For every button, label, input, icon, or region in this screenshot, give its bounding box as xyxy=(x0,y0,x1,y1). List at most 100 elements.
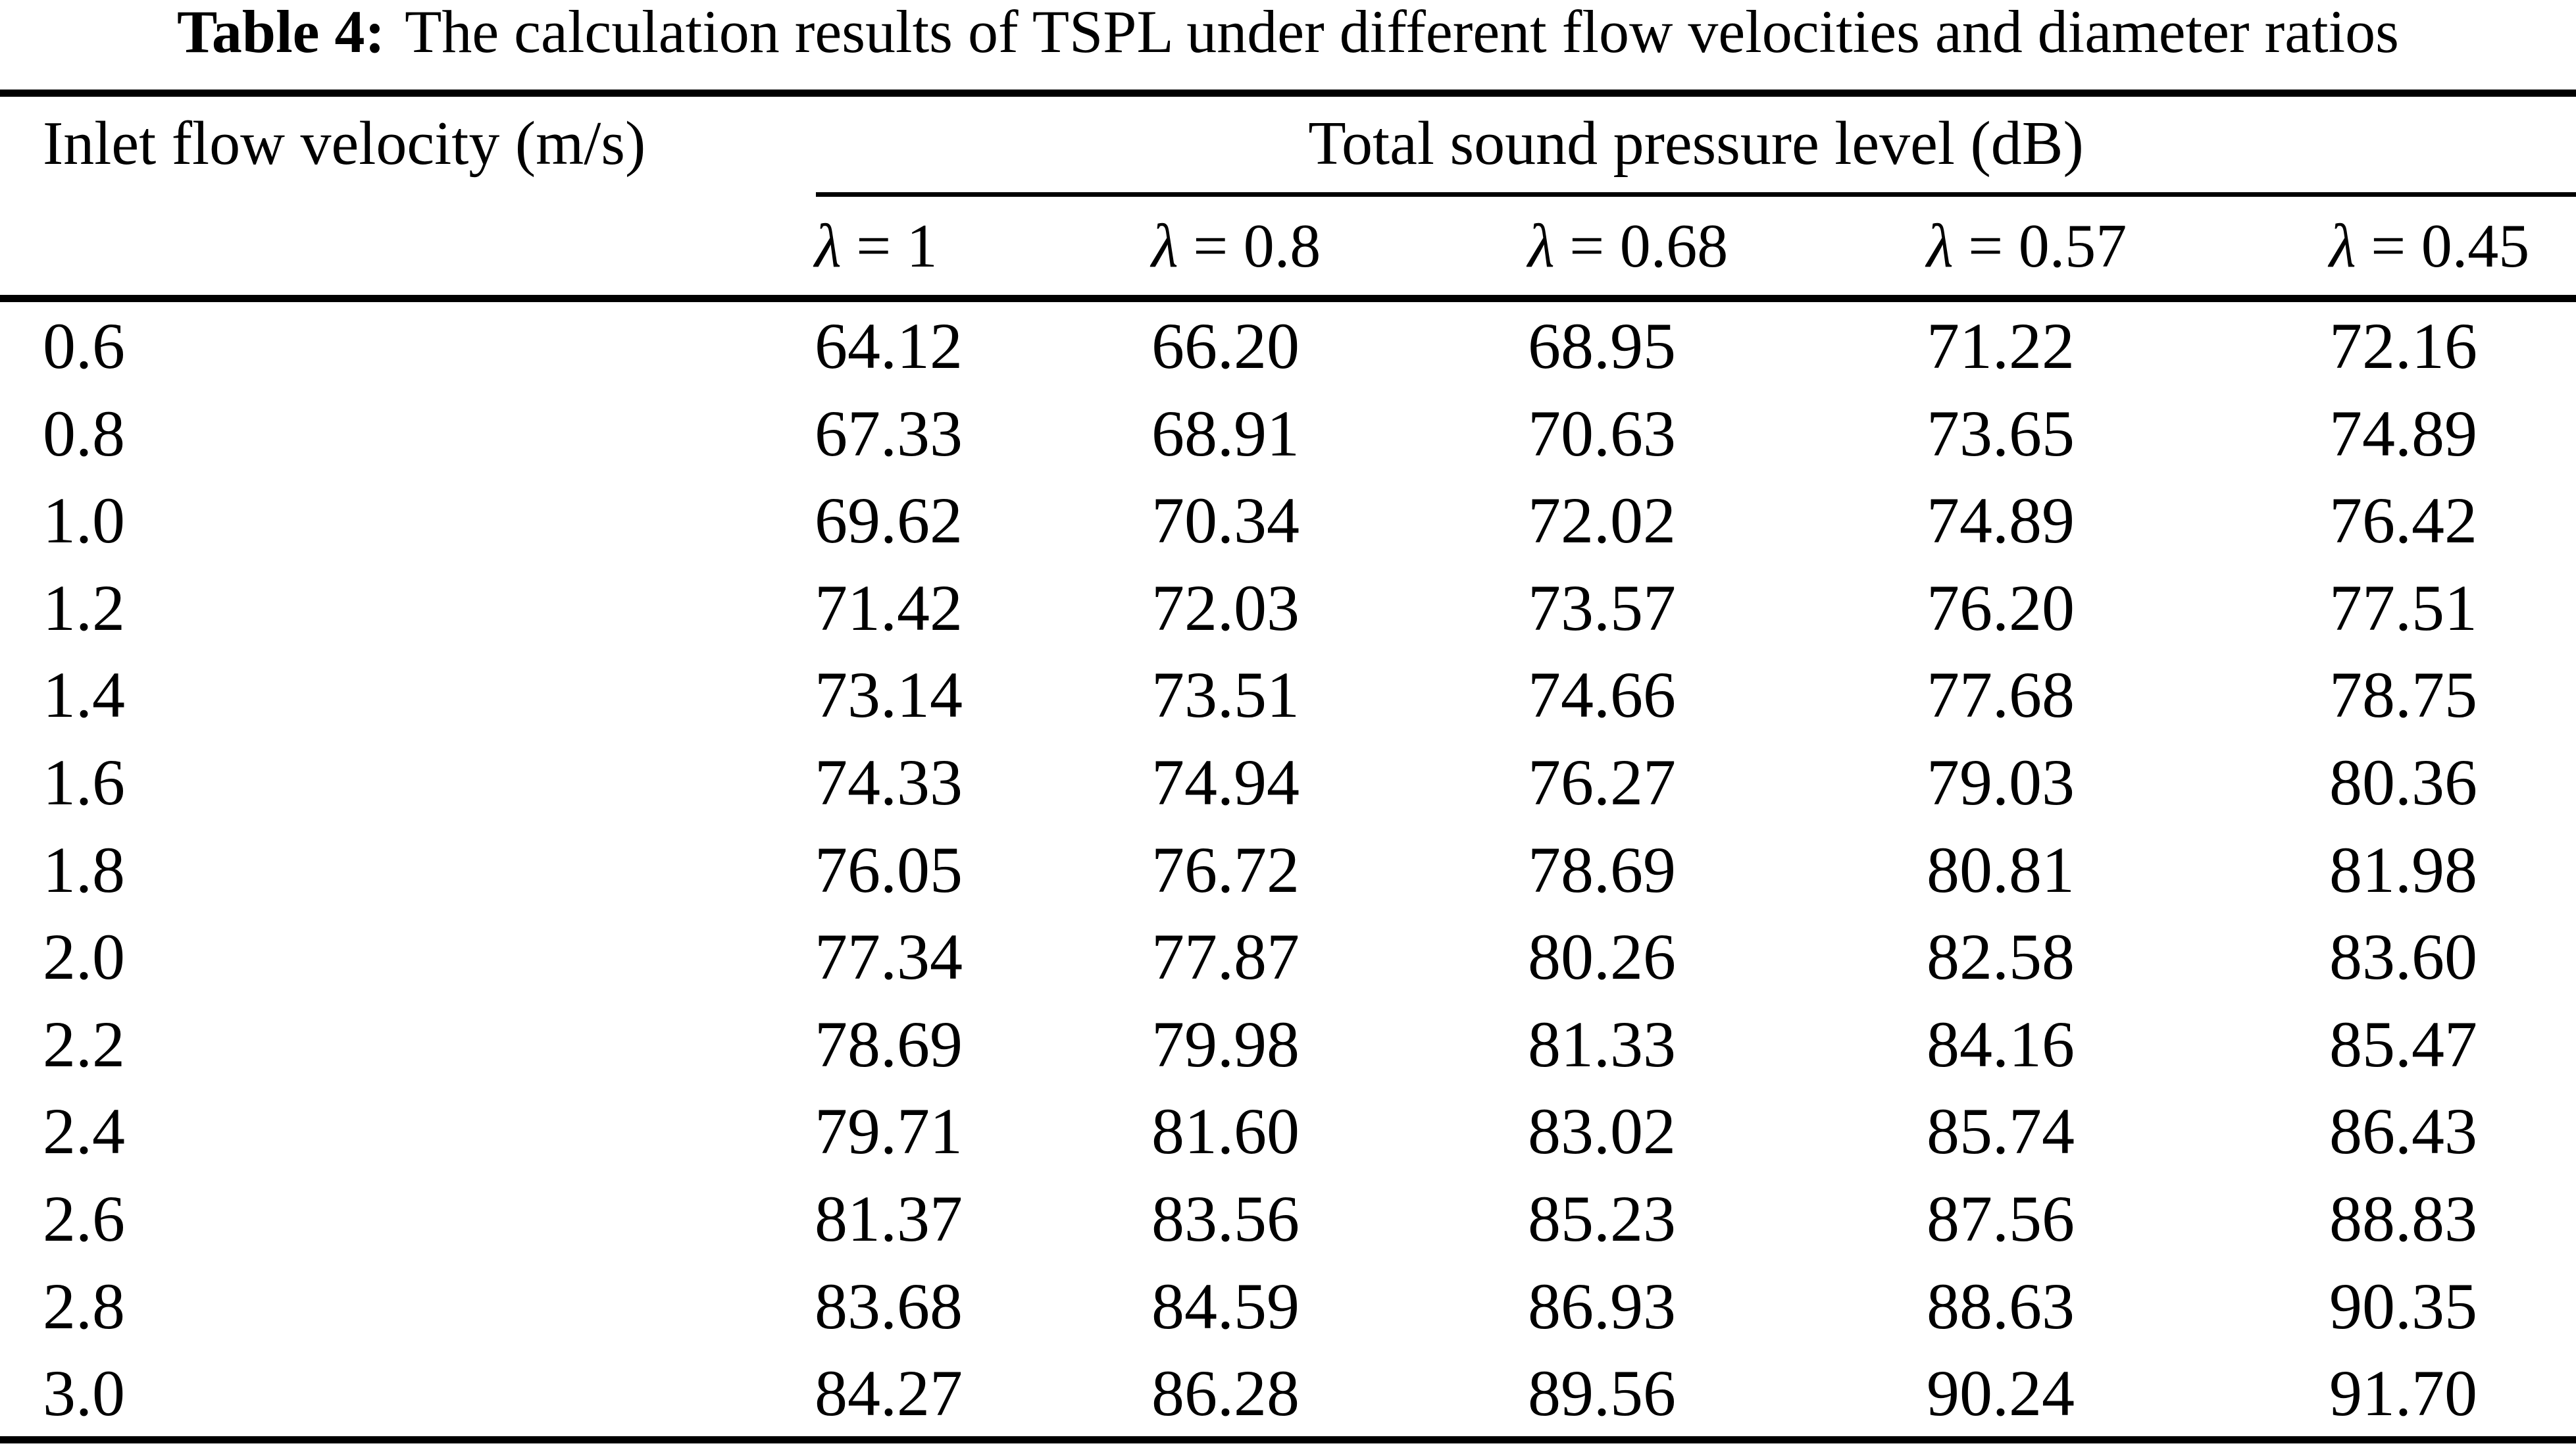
row-velocity-label: 1.8 xyxy=(43,833,125,906)
column-header-row: λ = 1 λ = 0.8 λ = 0.68 λ = 0.57 λ = 0.45 xyxy=(0,212,2576,280)
tspl-value-cell: 76.72 xyxy=(1151,833,1300,906)
top-rule xyxy=(0,90,2576,97)
tspl-value-cell: 83.68 xyxy=(815,1269,963,1343)
row-velocity-label: 1.4 xyxy=(43,658,125,732)
lambda-value: = 0.68 xyxy=(1569,212,1729,280)
row-velocity-label: 1.0 xyxy=(43,484,125,557)
tspl-value-cell: 78.69 xyxy=(815,1007,963,1081)
tspl-value-cell: 90.24 xyxy=(1927,1357,2075,1430)
tspl-value-cell: 80.81 xyxy=(1927,833,2075,906)
tspl-value-cell: 77.87 xyxy=(1151,920,1300,994)
table-row: 1.2 71.42 72.03 73.57 76.20 77.51 xyxy=(0,564,2576,652)
tspl-value-cell: 88.63 xyxy=(1927,1269,2075,1343)
tspl-value-cell: 72.03 xyxy=(1151,571,1300,644)
tspl-value-cell: 85.23 xyxy=(1528,1182,1676,1255)
lambda-symbol: λ xyxy=(1927,212,1954,280)
row-velocity-label: 3.0 xyxy=(43,1357,125,1430)
tspl-value-cell: 68.91 xyxy=(1151,396,1300,470)
tspl-value-cell: 77.68 xyxy=(1927,658,2075,732)
tspl-value-cell: 83.02 xyxy=(1528,1095,1676,1168)
tspl-value-cell: 74.89 xyxy=(2329,396,2477,470)
tspl-value-cell: 88.83 xyxy=(2329,1182,2477,1255)
tspl-value-cell: 73.14 xyxy=(815,658,963,732)
column-header-lambda-0-57: λ = 0.57 xyxy=(1927,212,2127,280)
table-row: 1.4 73.14 73.51 74.66 77.68 78.75 xyxy=(0,651,2576,739)
table-row: 0.8 67.33 68.91 70.63 73.65 74.89 xyxy=(0,390,2576,477)
lambda-symbol: λ xyxy=(2329,212,2356,280)
tspl-value-cell: 82.58 xyxy=(1927,920,2075,994)
row-velocity-label: 2.0 xyxy=(43,920,125,994)
tspl-value-cell: 83.56 xyxy=(1151,1182,1300,1255)
table-row: 2.2 78.69 79.98 81.33 84.16 85.47 xyxy=(0,1000,2576,1088)
tspl-value-cell: 70.63 xyxy=(1528,396,1676,470)
tspl-value-cell: 78.75 xyxy=(2329,658,2477,732)
group-header-total-sound-pressure-level: Total sound pressure level (dB) xyxy=(1308,109,2084,178)
table-row: 1.8 76.05 76.72 78.69 80.81 81.98 xyxy=(0,826,2576,914)
row-velocity-label: 2.6 xyxy=(43,1182,125,1255)
tspl-value-cell: 74.66 xyxy=(1528,658,1676,732)
tspl-value-cell: 76.42 xyxy=(2329,484,2477,557)
tspl-value-cell: 91.70 xyxy=(2329,1357,2477,1430)
tspl-value-cell: 84.27 xyxy=(815,1357,963,1430)
table-row: 0.6 64.12 66.20 68.95 71.22 72.16 xyxy=(0,302,2576,390)
tspl-value-cell: 70.34 xyxy=(1151,484,1300,557)
row-header-inlet-flow-velocity: Inlet flow velocity (m/s) xyxy=(43,109,646,178)
tspl-value-cell: 73.65 xyxy=(1927,396,2075,470)
tspl-value-cell: 86.43 xyxy=(2329,1095,2477,1168)
tspl-value-cell: 87.56 xyxy=(1927,1182,2075,1255)
tspl-value-cell: 79.71 xyxy=(815,1095,963,1168)
row-velocity-label: 2.8 xyxy=(43,1269,125,1343)
table-row: 2.4 79.71 81.60 83.02 85.74 86.43 xyxy=(0,1087,2576,1175)
tspl-value-cell: 81.60 xyxy=(1151,1095,1300,1168)
table-caption-label: Table 4: xyxy=(177,0,386,65)
tspl-value-cell: 84.59 xyxy=(1151,1269,1300,1343)
column-header-lambda-0-8: λ = 0.8 xyxy=(1151,212,1321,280)
tspl-value-cell: 74.94 xyxy=(1151,746,1300,819)
row-velocity-label: 1.6 xyxy=(43,746,125,819)
tspl-value-cell: 69.62 xyxy=(815,484,963,557)
tspl-value-cell: 85.74 xyxy=(1927,1095,2075,1168)
table-row: 3.0 84.27 86.28 89.56 90.24 91.70 xyxy=(0,1349,2576,1437)
lambda-symbol: λ xyxy=(815,212,842,280)
tspl-value-cell: 79.98 xyxy=(1151,1007,1300,1081)
tspl-value-cell: 83.60 xyxy=(2329,920,2477,994)
tspl-value-cell: 67.33 xyxy=(815,396,963,470)
tspl-value-cell: 76.27 xyxy=(1528,746,1676,819)
tspl-value-cell: 79.03 xyxy=(1927,746,2075,819)
tspl-value-cell: 64.12 xyxy=(815,309,963,382)
tspl-value-cell: 66.20 xyxy=(1151,309,1300,382)
table-row: 2.0 77.34 77.87 80.26 82.58 83.60 xyxy=(0,913,2576,1000)
column-header-lambda-0-45: λ = 0.45 xyxy=(2329,212,2529,280)
table-caption-text: The calculation results of TSPL under di… xyxy=(405,0,2399,65)
tspl-value-cell: 68.95 xyxy=(1528,309,1676,382)
table-row: 2.6 81.37 83.56 85.23 87.56 88.83 xyxy=(0,1175,2576,1262)
row-velocity-label: 1.2 xyxy=(43,571,125,644)
lambda-value: = 0.45 xyxy=(2371,212,2530,280)
row-velocity-label: 2.2 xyxy=(43,1007,125,1081)
tspl-value-cell: 77.51 xyxy=(2329,571,2477,644)
tspl-value-cell: 71.22 xyxy=(1927,309,2075,382)
tspl-value-cell: 73.51 xyxy=(1151,658,1300,732)
tspl-value-cell: 74.89 xyxy=(1927,484,2075,557)
bottom-rule xyxy=(0,1436,2576,1443)
tspl-value-cell: 72.02 xyxy=(1528,484,1676,557)
table-row: 1.0 69.62 70.34 72.02 74.89 76.42 xyxy=(0,477,2576,564)
tspl-value-cell: 77.34 xyxy=(815,920,963,994)
tspl-value-cell: 80.26 xyxy=(1528,920,1676,994)
header-separator-rule xyxy=(0,295,2576,302)
lambda-symbol: λ xyxy=(1528,212,1555,280)
tspl-value-cell: 81.33 xyxy=(1528,1007,1676,1081)
lambda-value: = 0.57 xyxy=(1968,212,2127,280)
group-header-underline-rule xyxy=(816,192,2576,197)
lambda-symbol: λ xyxy=(1151,212,1178,280)
table-row: 1.6 74.33 74.94 76.27 79.03 80.36 xyxy=(0,739,2576,826)
table-row: 2.8 83.68 84.59 86.93 88.63 90.35 xyxy=(0,1262,2576,1350)
tspl-value-cell: 73.57 xyxy=(1528,571,1676,644)
column-header-lambda-1: λ = 1 xyxy=(815,212,938,280)
row-velocity-label: 2.4 xyxy=(43,1095,125,1168)
tspl-value-cell: 86.28 xyxy=(1151,1357,1300,1430)
tspl-value-cell: 81.37 xyxy=(815,1182,963,1255)
tspl-value-cell: 76.20 xyxy=(1927,571,2075,644)
